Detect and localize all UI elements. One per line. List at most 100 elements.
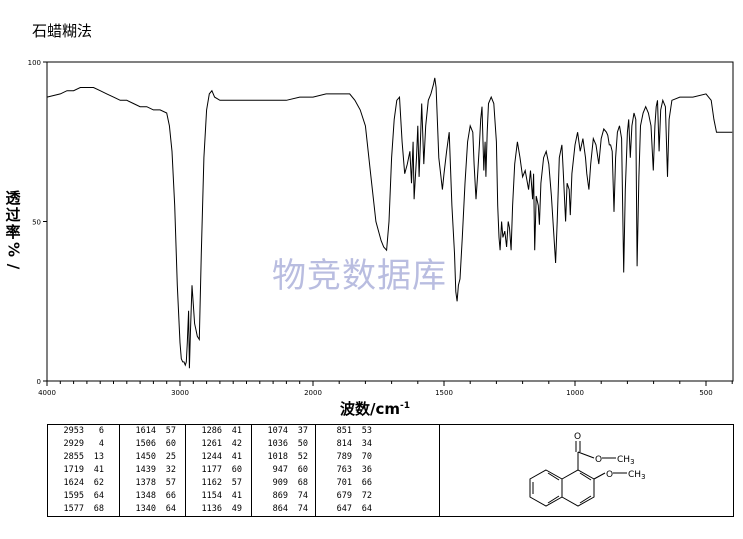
peak-transmittance: 41 <box>231 452 242 462</box>
peak-row: 679 72 <box>316 490 439 503</box>
peak-wavenumber: 1506 <box>135 439 156 449</box>
bond <box>577 451 595 459</box>
peak-transmittance: 41 <box>93 465 104 475</box>
peak-row: 909 68 <box>252 477 315 490</box>
peak-wavenumber: 647 <box>336 504 352 514</box>
x-tick-label: 2000 <box>304 389 322 397</box>
peak-wavenumber: 2855 <box>63 452 84 462</box>
peak-column: 1614 57 1506 60 1450 25 1439 32 1378 57 1348 6… <box>120 425 186 516</box>
series-layer <box>46 77 733 369</box>
peak-row: 1506 60 <box>120 438 185 451</box>
peak-row: 2953 6 <box>48 425 119 438</box>
ester-methyl-label: CH3 <box>617 455 635 466</box>
peak-wavenumber: 1614 <box>135 426 156 436</box>
peak-wavenumber: 1340 <box>135 504 156 514</box>
peak-transmittance: 4 <box>98 439 104 449</box>
molecule-structure: O O CH3 O CH3 <box>529 432 646 507</box>
peak-wavenumber: 1450 <box>135 452 156 462</box>
y-axis-label: 透 过 率 % / <box>2 190 24 275</box>
ether-oxygen-label: O <box>606 470 613 480</box>
peak-wavenumber: 1154 <box>201 491 222 501</box>
peak-transmittance: 60 <box>231 465 242 475</box>
peak-row: 869 74 <box>252 490 315 503</box>
peak-wavenumber: 1577 <box>63 504 84 514</box>
peak-row: 1348 66 <box>120 490 185 503</box>
peak-wavenumber: 763 <box>336 465 352 475</box>
peak-transmittance: 36 <box>361 465 372 475</box>
peak-wavenumber: 1136 <box>201 504 222 514</box>
plot-frame <box>46 61 734 382</box>
peak-row: 1439 32 <box>120 464 185 477</box>
peak-wavenumber: 789 <box>336 452 352 462</box>
x-axis-label-sup: -1 <box>400 401 411 411</box>
benzene-ring-left <box>529 469 563 507</box>
peak-wavenumber: 1348 <box>135 491 156 501</box>
peak-row: 2929 4 <box>48 438 119 451</box>
peak-wavenumber: 2929 <box>63 439 84 449</box>
peak-transmittance: 68 <box>297 478 308 488</box>
peak-row: 1577 68 <box>48 503 119 516</box>
peak-row: 1018 52 <box>252 451 315 464</box>
peak-wavenumber: 947 <box>272 465 288 475</box>
peak-wavenumber: 851 <box>336 426 352 436</box>
peak-transmittance: 57 <box>165 426 176 436</box>
chart-title: 石蜡糊法 <box>32 22 93 40</box>
peak-transmittance: 64 <box>93 491 104 501</box>
peak-table: 2953 6 2929 4 2855 13 1719 41 1624 62 1595 64 … <box>47 424 734 517</box>
peak-column: 1074 37 1036 50 1018 52 947 60 909 68 869 74 8… <box>252 425 316 516</box>
peak-transmittance: 41 <box>231 491 242 501</box>
ether-methyl-subscript: 3 <box>641 473 645 481</box>
double-bond <box>579 495 592 504</box>
peak-transmittance: 25 <box>165 452 176 462</box>
spectrum-line <box>46 77 733 369</box>
peak-transmittance: 32 <box>165 465 176 475</box>
peak-transmittance: 57 <box>165 478 176 488</box>
peak-transmittance: 50 <box>297 439 308 449</box>
peak-row: 763 36 <box>316 464 439 477</box>
peak-row: 1286 41 <box>186 425 251 438</box>
peak-wavenumber: 869 <box>272 491 288 501</box>
peak-wavenumber: 1378 <box>135 478 156 488</box>
peak-transmittance: 72 <box>361 491 372 501</box>
y-tick-label: 0 <box>37 378 41 386</box>
watermark: 物竞数据库 <box>272 256 447 296</box>
y-tick-label: 100 <box>28 59 41 67</box>
peak-wavenumber: 1018 <box>267 452 288 462</box>
peak-row: 1450 25 <box>120 451 185 464</box>
peak-row: 1595 64 <box>48 490 119 503</box>
peak-row: 1378 57 <box>120 477 185 490</box>
ether-methyl-label: CH3 <box>628 470 646 481</box>
peak-transmittance: 57 <box>231 478 242 488</box>
peak-transmittance: 66 <box>165 491 176 501</box>
y-tick-label: 50 <box>32 219 41 227</box>
peak-column: 851 53 814 34 789 70 763 36 701 66 679 72 647 6… <box>316 425 440 516</box>
peak-wavenumber: 1439 <box>135 465 156 475</box>
peak-wavenumber: 909 <box>272 478 288 488</box>
peak-wavenumber: 679 <box>336 491 352 501</box>
peak-transmittance: 52 <box>297 452 308 462</box>
peak-row: 789 70 <box>316 451 439 464</box>
peak-transmittance: 64 <box>165 504 176 514</box>
peak-transmittance: 68 <box>93 504 104 514</box>
peak-transmittance: 60 <box>165 439 176 449</box>
x-tick-label: 4000 <box>38 389 56 397</box>
x-axis-label: 波数/cm-1 <box>340 398 410 419</box>
peak-row: 1154 41 <box>186 490 251 503</box>
peak-wavenumber: 1719 <box>63 465 84 475</box>
double-bond <box>547 495 560 504</box>
peak-column: 1286 41 1261 42 1244 41 1177 60 1162 57 1154 4… <box>186 425 252 516</box>
peak-wavenumber: 1036 <box>267 439 288 449</box>
carbonyl-oxygen-label: O <box>574 432 581 442</box>
peak-row: 1244 41 <box>186 451 251 464</box>
benzene-ring-right <box>561 469 595 507</box>
peak-transmittance: 74 <box>297 491 308 501</box>
peak-transmittance: 70 <box>361 452 372 462</box>
peak-row: 1719 41 <box>48 464 119 477</box>
peak-transmittance: 49 <box>231 504 242 514</box>
peak-wavenumber: 1624 <box>63 478 84 488</box>
peak-transmittance: 74 <box>297 504 308 514</box>
peak-row: 1261 42 <box>186 438 251 451</box>
peak-wavenumber: 1286 <box>201 426 222 436</box>
peak-wavenumber: 1162 <box>201 478 222 488</box>
peak-row: 1614 57 <box>120 425 185 438</box>
